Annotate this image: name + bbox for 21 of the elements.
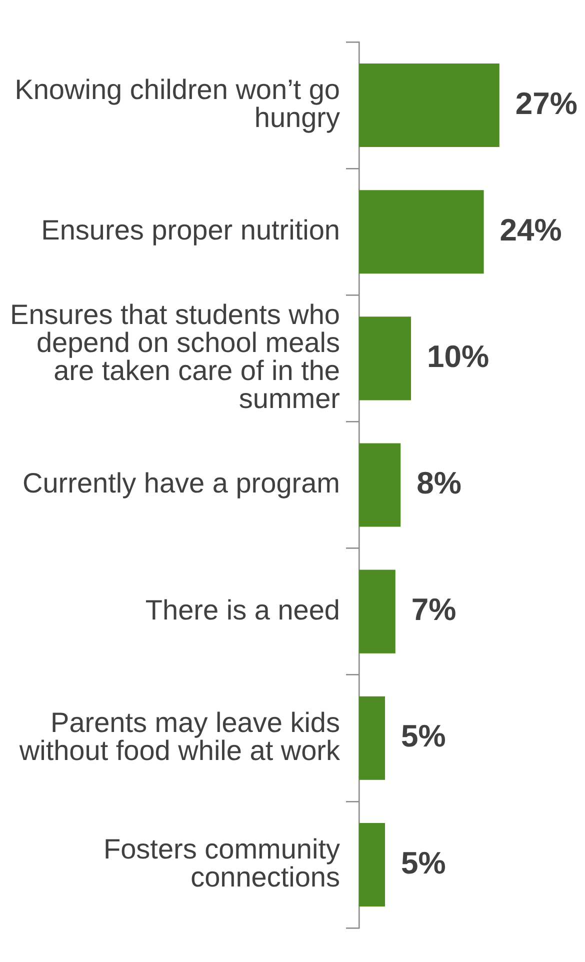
y-tick-label: Knowing children won’t go hungry xyxy=(14,74,340,134)
y-tick-label: Ensures that students who depend on school meals are taken care of in the summer xyxy=(10,299,340,414)
bar xyxy=(359,696,385,780)
bar xyxy=(359,316,411,400)
data-label: 8% xyxy=(416,466,462,501)
y-tick-label: There is a need xyxy=(145,594,340,626)
bar xyxy=(359,64,500,148)
y-tick-label: Fosters community connections xyxy=(104,833,340,892)
bar xyxy=(359,570,396,654)
data-label: 7% xyxy=(411,592,456,628)
y-tick-label: Parents may leave kids without food while at work xyxy=(18,706,341,766)
bar xyxy=(359,190,484,274)
bar xyxy=(359,822,385,906)
y-tick-label: Currently have a program xyxy=(22,468,340,499)
data-label: 5% xyxy=(401,718,446,754)
data-label: 5% xyxy=(401,845,446,880)
data-label: 24% xyxy=(500,212,562,248)
bar xyxy=(359,443,401,527)
y-tick-label: Ensures proper nutrition xyxy=(41,214,340,246)
data-label: 27% xyxy=(515,86,578,121)
data-label: 10% xyxy=(427,338,490,374)
